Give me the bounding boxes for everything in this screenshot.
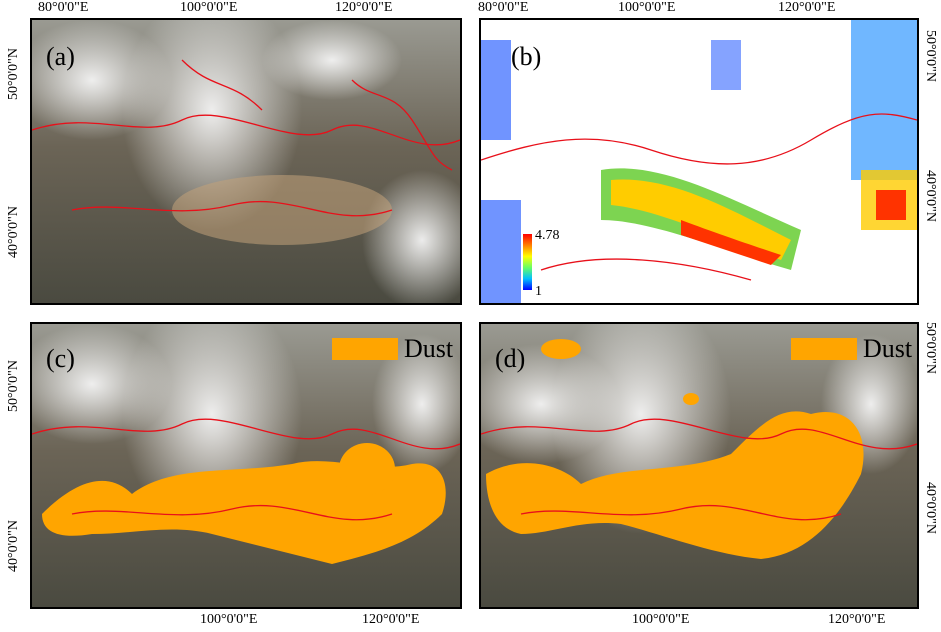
right-axis-label-40n-top: 40°0'0"N [923,170,938,222]
dust-legend: Dust [791,334,912,364]
dust-region [486,411,864,559]
dust-legend-label: Dust [404,334,454,363]
dust-legend-swatch [332,338,398,360]
top-axis-label-100e-left: 100°0'0"E [180,0,238,15]
satellite-image-a [32,20,460,303]
panel-a-true-color: (a) [30,18,462,305]
left-axis-label-40n-top: 40°0'0"N [6,206,21,258]
top-axis-label-120e-left: 120°0'0"E [335,0,393,15]
dust-legend: Dust [332,334,453,364]
right-axis-label-40n-bottom: 40°0'0"N [923,482,938,534]
top-axis-label-100e-right: 100°0'0"E [618,0,676,15]
panel-b-aod-map: (b) 4.78 1 [479,18,919,305]
bottom-axis-label-100e-right: 100°0'0"E [632,612,690,627]
aod-map-b [481,20,917,303]
top-axis-label-80e-right: 80°0'0"E [478,0,529,15]
dust-legend-swatch [791,338,857,360]
satellite-image-d [481,324,917,607]
satellite-image-c [32,324,460,607]
bottom-axis-label-120e-right: 120°0'0"E [828,612,886,627]
left-axis-label-40n-bottom: 40°0'0"N [6,520,21,572]
left-axis-label-50n-bottom: 50°0'0"N [6,360,21,412]
panel-d-label: (d) [495,344,526,373]
panel-c-label: (c) [46,344,75,373]
bottom-axis-label-100e-left: 100°0'0"E [200,612,258,627]
dust-legend-label: Dust [863,334,913,363]
bottom-axis-label-120e-left: 120°0'0"E [362,612,420,627]
colorbar-max-label: 4.78 [535,228,560,243]
panel-d-dust-detection: (d) Dust [479,322,919,609]
panel-a-label: (a) [46,42,75,71]
panel-b-label: (b) [511,42,542,71]
dust-region [42,461,446,564]
panel-c-dust-detection: (c) Dust [30,322,462,609]
right-axis-label-50n-top: 50°0'0"N [923,30,938,82]
top-axis-label-120e-right: 120°0'0"E [778,0,836,15]
right-axis-label-50n-bottom: 50°0'0"N [923,322,938,374]
aod-colorbar [523,234,532,290]
colorbar-min-label: 1 [535,284,542,299]
top-axis-label-80e-left: 80°0'0"E [38,0,89,15]
left-axis-label-50n-top: 50°0'0"N [6,48,21,100]
